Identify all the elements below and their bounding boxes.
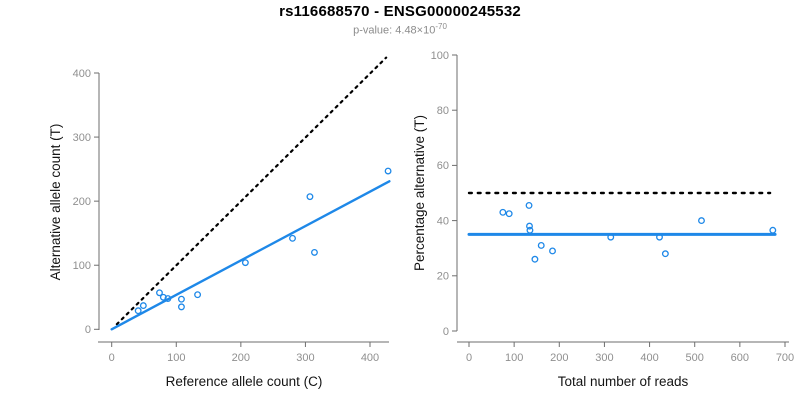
data-point: [537, 241, 545, 249]
y-tick-label: 60: [437, 160, 449, 172]
y-tick-label: 300: [73, 132, 91, 144]
x-axis-title: Reference allele count (C): [166, 374, 323, 389]
x-tick-label: 400: [640, 352, 658, 364]
y-tick-label: 80: [437, 105, 449, 117]
x-tick-label: 200: [232, 352, 250, 364]
y-tick-label: 0: [85, 324, 91, 336]
data-point: [134, 307, 142, 315]
data-point: [164, 295, 172, 302]
x-tick-label: 200: [550, 352, 568, 364]
data-point: [241, 259, 249, 267]
identity-line: [115, 56, 388, 326]
x-tick-label: 300: [296, 352, 314, 364]
y-tick-label: 100: [73, 260, 91, 272]
y-tick-label: 100: [431, 50, 449, 62]
plot-title: rs116688570 - ENSG00000245532: [279, 3, 521, 20]
regression-line: [110, 180, 391, 331]
y-tick-label: 400: [73, 68, 91, 80]
data-point: [549, 247, 556, 255]
data-point: [525, 201, 533, 209]
data-point: [306, 193, 314, 201]
x-tick-label: 0: [466, 352, 472, 364]
data-point: [384, 167, 392, 175]
data-point: [526, 226, 534, 234]
data-point: [607, 233, 615, 241]
x-tick-label: 600: [731, 352, 749, 364]
data-point: [698, 217, 705, 225]
data-point: [311, 248, 318, 256]
data-point: [661, 250, 669, 258]
data-point: [156, 289, 163, 297]
x-axis-title: Total number of reads: [558, 374, 689, 389]
data-point: [194, 291, 202, 299]
x-tick-label: 400: [361, 352, 379, 364]
plot-panel-2: 0 20 40 60 80 100 0 100 200 300 400 500 600 700 Total …: [412, 50, 794, 389]
data-point: [139, 302, 147, 310]
x-tick-label: 100: [167, 352, 185, 364]
plot-subtitle: p-value: 4.48×10-70: [0, 22, 800, 37]
x-tick-label: 700: [776, 352, 794, 364]
x-tick-label: 300: [595, 352, 613, 364]
x-tick-label: 0: [109, 352, 115, 364]
pvalue-text: p-value: 4.48×10: [353, 24, 436, 37]
plot-panel-1: 0 100 200 300 400 0 100 200 300 400 Reference alle…: [48, 56, 392, 389]
data-point: [177, 303, 185, 311]
data-point: [177, 295, 185, 303]
x-tick-label: 100: [505, 352, 523, 364]
y-axis-title: Alternative allele count (T): [48, 124, 63, 281]
data-point: [656, 233, 663, 241]
data-point: [531, 255, 539, 263]
y-axis-title: Percentage alternative (T): [412, 115, 427, 271]
y-tick-label: 0: [443, 326, 449, 338]
data-point: [159, 293, 167, 301]
data-point: [289, 234, 296, 242]
data-point: [505, 210, 513, 218]
y-tick-label: 40: [437, 215, 449, 227]
x-tick-label: 500: [686, 352, 704, 364]
data-point: [526, 222, 533, 230]
y-tick-label: 20: [437, 271, 449, 283]
data-point: [499, 208, 507, 216]
data-point: [769, 226, 777, 234]
y-tick-label: 200: [73, 196, 91, 208]
pvalue-exponent: -70: [435, 22, 447, 31]
